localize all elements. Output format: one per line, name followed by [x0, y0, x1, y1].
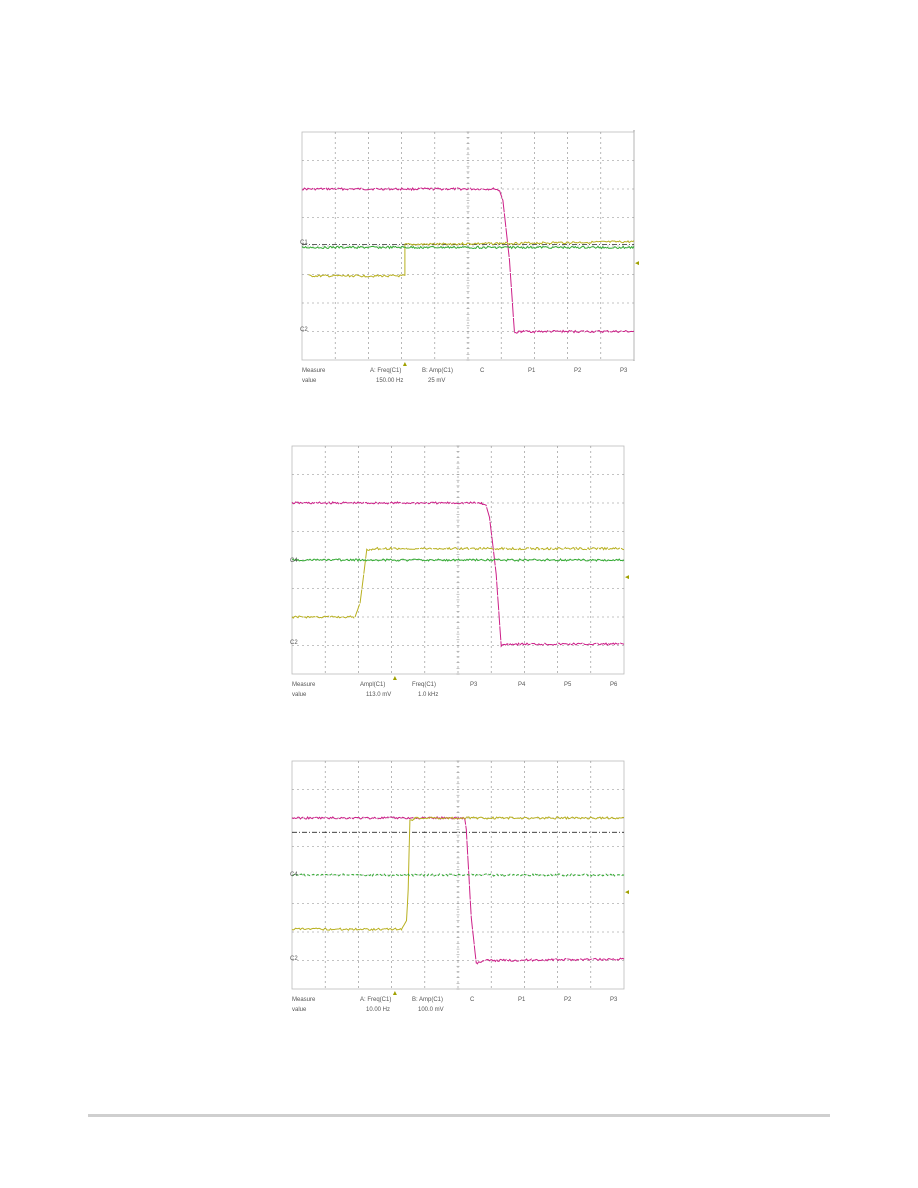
- footer-header-cell: A: Freq(C1): [360, 997, 391, 1003]
- footer-header-cell: P2: [574, 368, 582, 374]
- traces: [291, 815, 625, 965]
- footer-header-cell: P3: [610, 997, 618, 1003]
- footer-header-cell: P2: [564, 997, 572, 1003]
- scope-capture-3: C4 C2 Measure A: Freq(C1) B: Amp(C1) C P1 P2 P…: [290, 760, 629, 1013]
- scope-footer: Measure A: Freq(C1) B: Amp(C1) C P1 P2 P3 value…: [292, 997, 618, 1013]
- trace-c2: [291, 501, 625, 648]
- footer-value-cell: 150.00 Hz: [376, 378, 403, 384]
- footer-header-cell: Measure: [302, 368, 326, 374]
- ch2-label: C2: [290, 956, 298, 962]
- level-marker: [635, 261, 639, 266]
- scope-footer: Measure A: Freq(C1) B: Amp(C1) C P1 P2 P3 value…: [302, 368, 628, 384]
- footer-header-cell: P4: [518, 682, 526, 688]
- page-footer-rule: [88, 1114, 830, 1117]
- footer-header-cell: P3: [620, 368, 628, 374]
- footer-header-cell: Measure: [292, 997, 316, 1003]
- traces: [291, 501, 625, 648]
- ch1-label: C1: [300, 240, 308, 246]
- grid: [291, 760, 629, 995]
- footer-header-cell: Freq(C1): [412, 682, 436, 688]
- scope-capture-1: C1 C2 Measure A: Freq(C1) B: Amp(C1) C P1 P2 P…: [300, 130, 639, 384]
- footer-header-cell: B: Amp(C1): [412, 997, 443, 1003]
- footer-value-cell: 25 mV: [428, 378, 445, 384]
- footer-header-cell: B: Amp(C1): [422, 368, 453, 374]
- footer-value-cell: 100.0 mV: [418, 1007, 444, 1013]
- footer-value-cell: value: [302, 378, 317, 384]
- footer-value-cell: value: [292, 1007, 307, 1013]
- traces: [301, 187, 635, 334]
- trigger-marker: [392, 676, 397, 680]
- level-marker: [625, 575, 629, 580]
- footer-header-cell: C: [470, 997, 475, 1003]
- footer-header-cell: P5: [564, 682, 572, 688]
- trace-c3: [291, 558, 625, 562]
- trace-c2: [302, 187, 635, 334]
- footer-value-cell: value: [292, 692, 307, 698]
- footer-value-cell: 113.0 mV: [366, 692, 391, 698]
- trigger-marker: [392, 991, 397, 995]
- footer-header-cell: P1: [518, 997, 526, 1003]
- grid: [301, 131, 639, 366]
- scope-footer: Measure Ampl(C1) Freq(C1) P3 P4 P5 P6 value 113.…: [292, 682, 618, 698]
- footer-header-cell: P1: [528, 368, 536, 374]
- scope-capture-2: C4 C2 Measure Ampl(C1) Freq(C1) P3 P4 P5 P6 val…: [290, 445, 629, 698]
- footer-header-cell: Ampl(C1): [360, 682, 385, 688]
- ch2-label: C2: [290, 640, 298, 646]
- trace-c1: [308, 240, 635, 278]
- footer-header-cell: Measure: [292, 682, 316, 688]
- footer-header-cell: P3: [470, 682, 478, 688]
- ch1-label: C4: [290, 558, 298, 564]
- trace-c2: [291, 815, 625, 965]
- trace-c1: [291, 546, 625, 619]
- footer-value-cell: 10.00 Hz: [366, 1007, 390, 1013]
- grid: [291, 445, 629, 680]
- trace-c1: [291, 816, 625, 932]
- trace-c3: [301, 245, 635, 250]
- level-marker: [625, 890, 629, 895]
- footer-header-cell: A: Freq(C1): [370, 368, 401, 374]
- ch1-label: C4: [290, 872, 298, 878]
- footer-header-cell: C: [480, 368, 485, 374]
- trace-c3: [291, 873, 625, 877]
- ch2-label: C2: [300, 327, 308, 333]
- trigger-marker: [402, 362, 407, 366]
- footer-header-cell: P6: [610, 682, 618, 688]
- footer-value-cell: 1.0 kHz: [418, 692, 438, 698]
